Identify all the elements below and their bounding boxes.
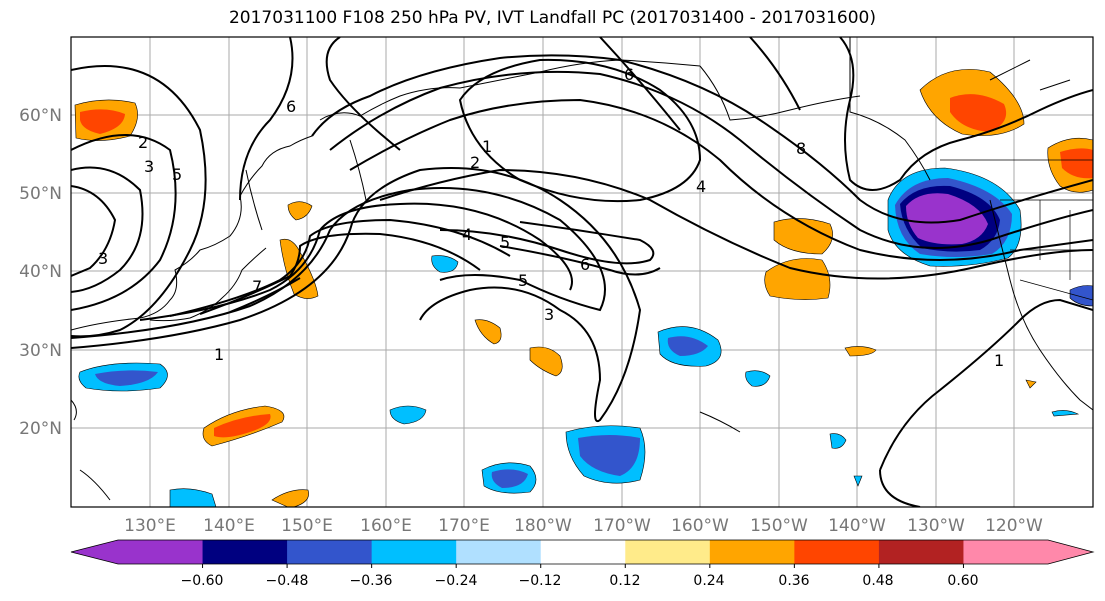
colorbar-tick-label: −0.12 xyxy=(519,573,562,589)
colorbar-tick-label: 0.24 xyxy=(693,573,724,589)
lon-label: 150°W xyxy=(750,516,808,536)
colorbar-tick-label: −0.48 xyxy=(266,573,309,589)
latitude-labels: 60°N 50°N 40°N 30°N 20°N xyxy=(19,106,62,439)
contour-label: 3 xyxy=(544,305,554,324)
lon-label: 130°E xyxy=(124,516,176,536)
colorbar-tick-label: 0.12 xyxy=(609,573,640,589)
colorbar-segment xyxy=(371,540,457,564)
colorbar-extend-min xyxy=(71,540,118,564)
contour-labels: 2 3 5 3 7 1 6 1 2 4 5 5 3 6 6 4 8 1 xyxy=(98,65,1004,370)
contour-label: 2 xyxy=(138,133,148,152)
lon-label: 130°W xyxy=(907,516,965,536)
lat-label: 50°N xyxy=(19,184,62,204)
contour-label: 6 xyxy=(624,65,634,84)
colorbar-extend-max xyxy=(1048,540,1093,564)
colorbar-segment xyxy=(287,540,373,564)
colorbar-tick-label: 0.60 xyxy=(947,573,978,589)
map-title: 2017031100 F108 250 hPa PV, IVT Landfall… xyxy=(228,8,876,28)
lat-label: 40°N xyxy=(19,262,62,282)
colorbar-segment xyxy=(963,540,1049,564)
lon-label: 180°W xyxy=(514,516,572,536)
negative-anomaly-shading xyxy=(78,167,1093,507)
colorbar-outline xyxy=(70,539,1095,565)
colorbar-segment xyxy=(794,540,880,564)
lat-label: 20°N xyxy=(19,419,62,439)
lon-label: 160°W xyxy=(671,516,729,536)
colorbar-tick-label: 0.36 xyxy=(778,573,809,589)
contour-label: 1 xyxy=(214,345,224,364)
colorbar-tick-label: −0.24 xyxy=(435,573,478,589)
lon-label: 140°W xyxy=(828,516,886,536)
contour-label: 8 xyxy=(796,139,806,158)
colorbar-segment xyxy=(540,540,626,564)
colorbar-tick-label: −0.60 xyxy=(181,573,224,589)
contour-label: 2 xyxy=(470,153,480,172)
contour-label: 7 xyxy=(252,277,262,296)
colorbar-tick-label: 0.48 xyxy=(862,573,893,589)
contour-label: 5 xyxy=(518,271,528,290)
contour-label: 5 xyxy=(172,165,182,184)
pv-contours xyxy=(71,37,1093,507)
colorbar-segment xyxy=(709,540,795,564)
contour-label: 3 xyxy=(144,157,154,176)
lon-label: 120°W xyxy=(985,516,1043,536)
colorbar-tick-label: −0.36 xyxy=(350,573,393,589)
lon-label: 150°E xyxy=(281,516,333,536)
map-frame xyxy=(70,36,1094,508)
longitude-labels: 130°E 140°E 150°E 160°E 170°E 180°W 170°… xyxy=(124,516,1043,536)
lon-label: 170°E xyxy=(438,516,490,536)
lon-label: 160°E xyxy=(360,516,412,536)
contour-label: 4 xyxy=(696,177,706,196)
contour-label: 3 xyxy=(98,249,108,268)
colorbar-segment xyxy=(118,540,204,564)
contour-label: 6 xyxy=(286,97,296,116)
colorbar-segment xyxy=(456,540,542,564)
colorbar-segment xyxy=(625,540,711,564)
contour-label: 1 xyxy=(994,351,1004,370)
colorbar-segment xyxy=(878,540,964,564)
lat-label: 30°N xyxy=(19,341,62,361)
lon-label: 140°E xyxy=(203,516,255,536)
colorbar-ticks: −0.60 −0.48 −0.36 −0.24 −0.12 0.12 0.24 … xyxy=(181,573,979,589)
lon-label: 170°W xyxy=(593,516,651,536)
contour-label: 6 xyxy=(580,255,590,274)
lat-label: 60°N xyxy=(19,106,62,126)
colorbar-segment xyxy=(202,540,288,564)
contour-label: 4 xyxy=(462,225,472,244)
contour-label: 1 xyxy=(482,137,492,156)
colorbar xyxy=(70,539,1095,568)
contour-label: 5 xyxy=(500,233,510,252)
